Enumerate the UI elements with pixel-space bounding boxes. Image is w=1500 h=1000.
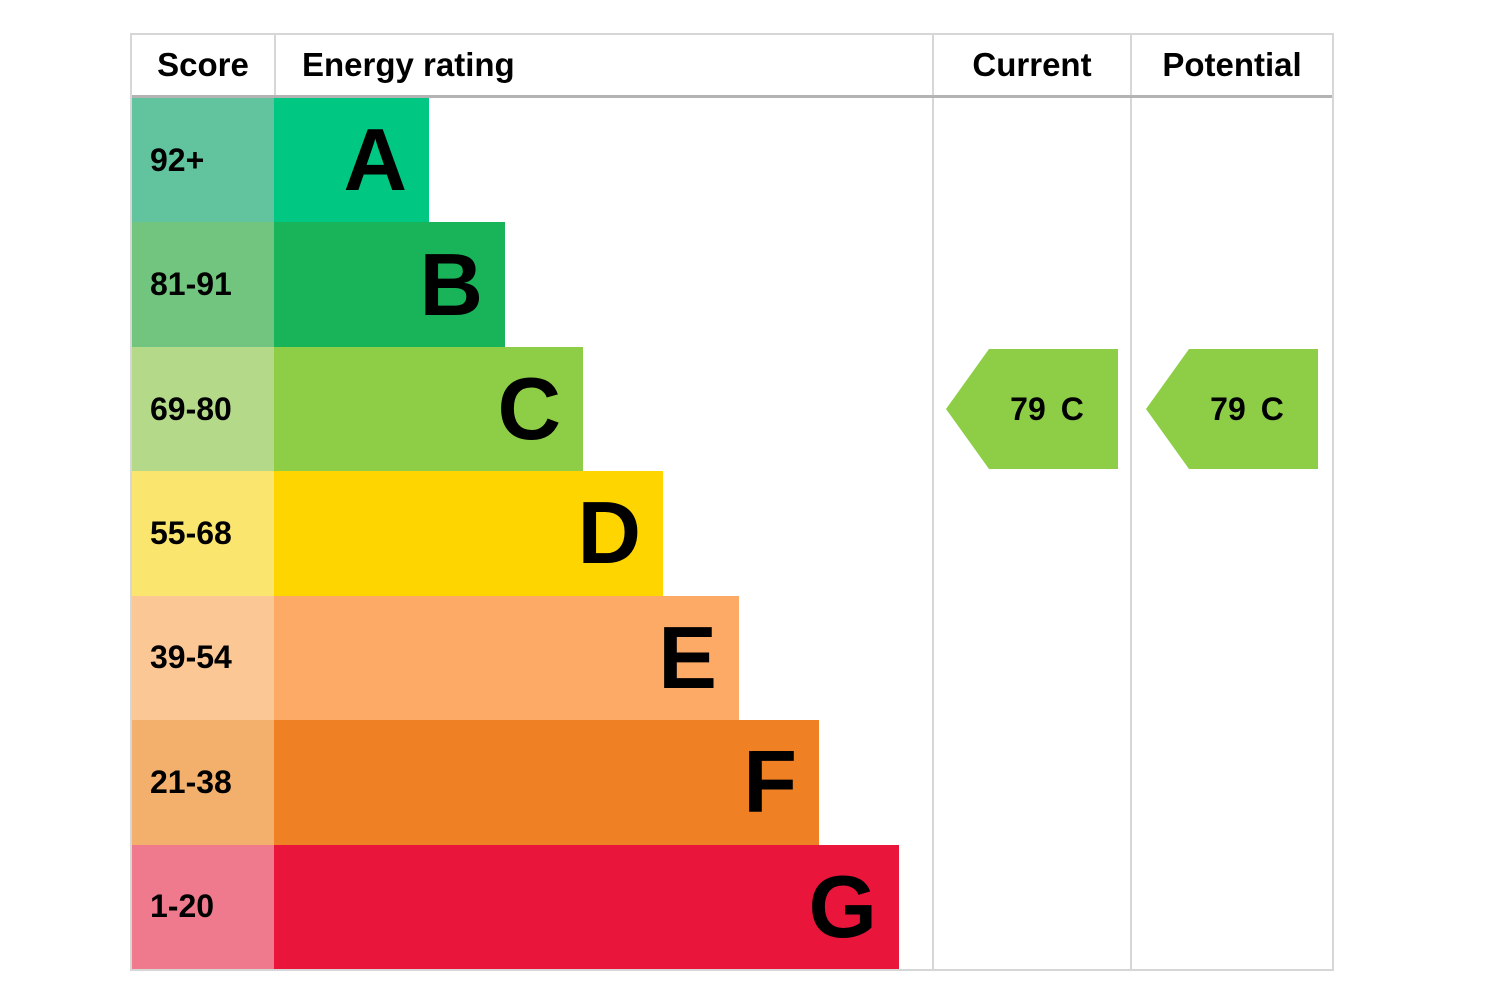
current-rating-value: 79 xyxy=(1010,390,1046,427)
score-range-f: 21-38 xyxy=(132,720,274,845)
band-row-d: 55-68 D xyxy=(132,471,932,596)
band-bar-g: G xyxy=(274,844,899,969)
table-body: 92+ A 81-91 B 69-80 C 55-68 D 39-54 E xyxy=(132,98,1332,969)
energy-bands: 92+ A 81-91 B 69-80 C 55-68 D 39-54 E xyxy=(132,98,932,969)
column-header-current: Current xyxy=(932,35,1130,95)
band-bar-c: C xyxy=(274,346,583,472)
epc-table: Score Energy rating Current Potential 92… xyxy=(130,33,1334,971)
score-range-a: 92+ xyxy=(132,98,274,223)
band-bar-d: D xyxy=(274,471,663,596)
score-range-d: 55-68 xyxy=(132,471,274,596)
band-row-g: 1-20 G xyxy=(132,844,932,969)
band-row-c: 69-80 C xyxy=(132,346,932,472)
column-header-energy-rating: Energy rating xyxy=(274,35,932,95)
potential-rating-arrow: 79 C xyxy=(1146,349,1318,469)
band-row-a: 92+ A xyxy=(132,98,932,223)
band-row-f: 21-38 F xyxy=(132,720,932,845)
score-range-c: 69-80 xyxy=(132,346,274,472)
band-bar-e: E xyxy=(274,595,739,721)
band-bar-a: A xyxy=(274,98,429,223)
score-range-e: 39-54 xyxy=(132,595,274,721)
column-header-potential: Potential xyxy=(1130,35,1332,95)
score-range-b: 81-91 xyxy=(132,222,274,347)
current-rating-arrow: 79 C xyxy=(946,349,1118,469)
band-bar-b: B xyxy=(274,222,505,347)
current-rating-band: C xyxy=(1060,390,1084,427)
table-header-row: Score Energy rating Current Potential xyxy=(132,35,1332,98)
column-header-score: Score xyxy=(157,46,249,83)
potential-rating-value: 79 xyxy=(1210,390,1246,427)
band-row-e: 39-54 E xyxy=(132,595,932,721)
potential-column: 79 C xyxy=(1130,98,1332,969)
current-column: 79 C xyxy=(932,98,1130,969)
score-range-g: 1-20 xyxy=(132,844,274,969)
band-row-b: 81-91 B xyxy=(132,222,932,347)
band-bar-f: F xyxy=(274,720,819,845)
potential-rating-band: C xyxy=(1260,390,1284,427)
